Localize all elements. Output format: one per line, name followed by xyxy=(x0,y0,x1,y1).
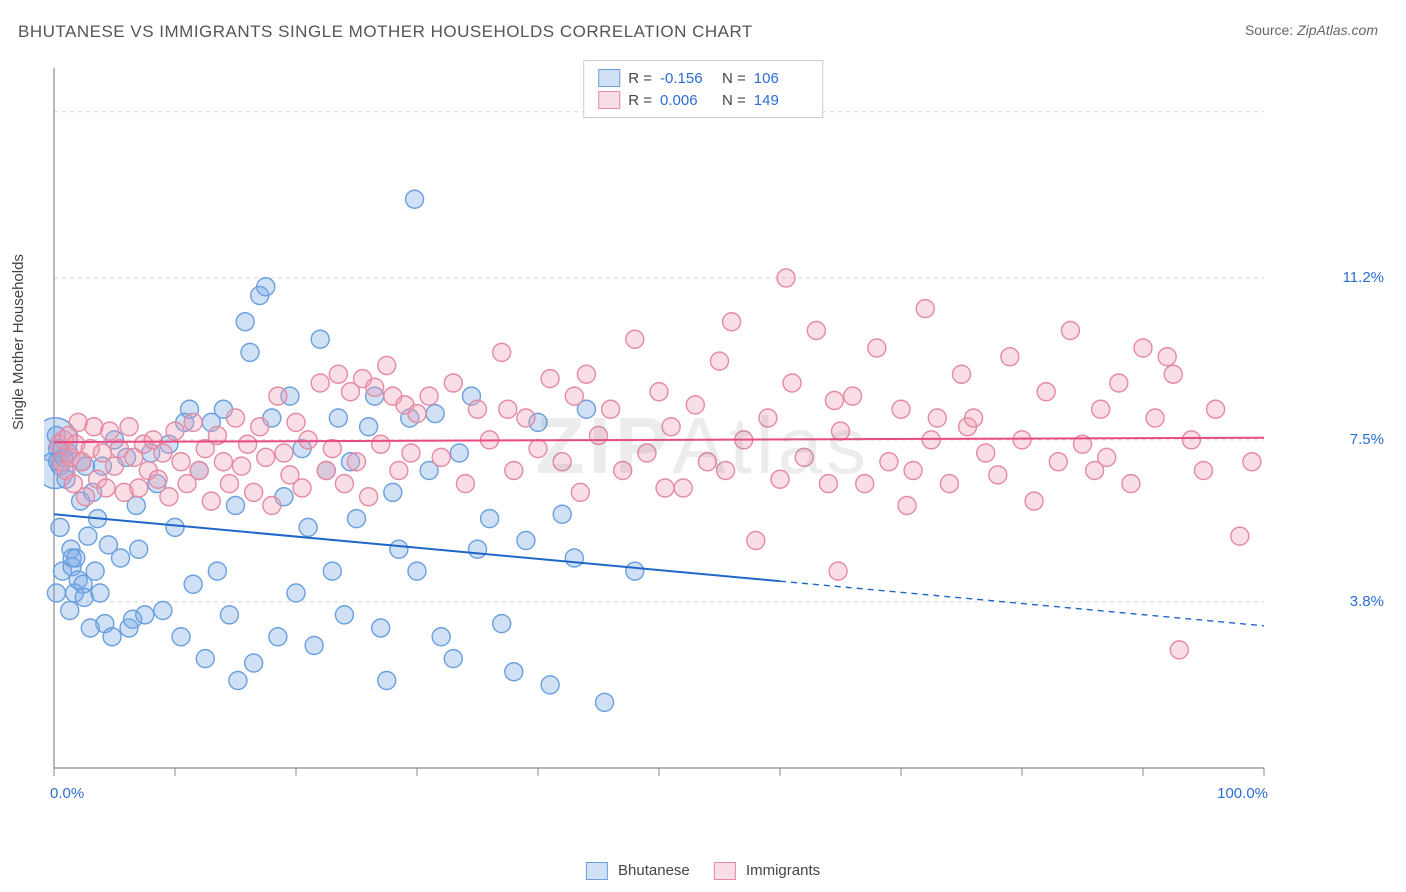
y-tick-label: 3.8% xyxy=(1350,593,1384,610)
legend-swatch-icon xyxy=(586,862,608,880)
legend-stats: R = -0.156 N = 106 R = 0.006 N = 149 xyxy=(583,60,823,118)
chart-title: BHUTANESE VS IMMIGRANTS SINGLE MOTHER HO… xyxy=(18,22,753,42)
x-tick-label: 100.0% xyxy=(1217,785,1268,802)
legend-series: Bhutanese Immigrants xyxy=(586,862,820,880)
plot-area xyxy=(44,58,1324,808)
n-value-1: 149 xyxy=(754,92,808,109)
r-value-1: 0.006 xyxy=(660,92,714,109)
chart-svg xyxy=(44,58,1324,808)
source-label: Source: xyxy=(1245,22,1293,38)
legend-label-0: Bhutanese xyxy=(618,862,690,879)
n-value-0: 106 xyxy=(754,70,808,87)
r-label: R = xyxy=(628,70,652,87)
n-label: N = xyxy=(722,70,746,87)
y-axis-label: Single Mother Households xyxy=(10,254,27,430)
y-tick-label: 7.5% xyxy=(1350,431,1384,448)
legend-label-1: Immigrants xyxy=(746,862,820,879)
y-tick-label: 11.2% xyxy=(1343,269,1384,286)
source-value: ZipAtlas.com xyxy=(1297,22,1378,38)
legend-swatch-0 xyxy=(598,69,620,87)
legend-stats-row-0: R = -0.156 N = 106 xyxy=(598,67,808,89)
x-tick-label: 0.0% xyxy=(50,785,84,802)
legend-item-1: Immigrants xyxy=(714,862,820,880)
r-label: R = xyxy=(628,92,652,109)
legend-stats-row-1: R = 0.006 N = 149 xyxy=(598,89,808,111)
source-attribution: Source: ZipAtlas.com xyxy=(1245,22,1378,38)
r-value-0: -0.156 xyxy=(660,70,714,87)
legend-swatch-icon xyxy=(714,862,736,880)
legend-swatch-1 xyxy=(598,91,620,109)
legend-item-0: Bhutanese xyxy=(586,862,690,880)
n-label: N = xyxy=(722,92,746,109)
